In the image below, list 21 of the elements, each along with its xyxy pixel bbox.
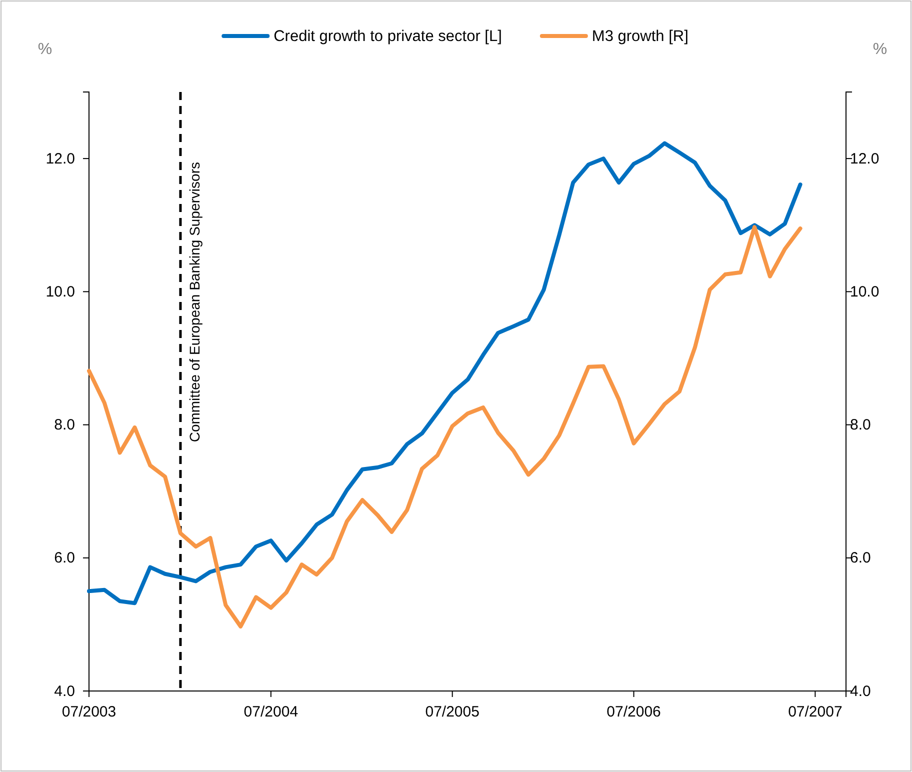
y2-tick-label: 12.0 <box>850 150 880 168</box>
x-tick-label: 07/2003 <box>62 704 116 720</box>
ref-line-label: Committee of European Banking Supervisors <box>186 162 202 442</box>
y2-tick-label: 6.0 <box>850 550 871 567</box>
legend-label: M3 growth [R] <box>592 28 688 45</box>
x-tick-label: 07/2006 <box>606 704 661 720</box>
y-tick-label: 8.0 <box>54 416 75 434</box>
x-tick-label: 07/2004 <box>244 704 298 720</box>
y2-tick-label: 8.0 <box>850 416 871 434</box>
legend-label: Credit growth to private sector [L] <box>274 28 502 45</box>
x-tick-label: 07/2007 <box>788 704 842 720</box>
y-tick-label: 4.0 <box>54 682 75 700</box>
y2-tick-label: 10.0 <box>850 283 880 300</box>
y-tick-label: 6.0 <box>54 550 75 567</box>
y-tick-label: 10.0 <box>46 283 75 300</box>
y-axis-title: % <box>38 41 52 58</box>
y-tick-label: 12.0 <box>46 150 75 168</box>
y2-axis-title: % <box>872 41 888 58</box>
x-tick-label: 07/2005 <box>425 704 480 720</box>
y2-tick-label: 4.0 <box>850 682 871 700</box>
line-series <box>87 141 802 606</box>
